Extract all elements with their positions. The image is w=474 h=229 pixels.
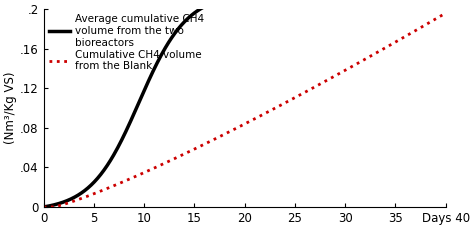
Cumulative CH4 volume
from the Blank [41, 206, 46, 208]
Cumulative CH4 volume
from the Blank [258, 114, 264, 117]
Cumulative CH4 volume
from the Blank [370, 53, 376, 56]
Line: Average cumulative CH4
volume from the two
bioreactors: Average cumulative CH4 volume from the t… [44, 0, 446, 207]
Average cumulative CH4
volume from the two
bioreactors [41, 206, 46, 208]
Cumulative CH4 volume
from the Blank [280, 103, 286, 105]
Line: Cumulative CH4 volume
from the Blank: Cumulative CH4 volume from the Blank [44, 13, 446, 207]
Y-axis label: (Nm³/Kg VS): (Nm³/Kg VS) [4, 72, 17, 144]
Legend: Average cumulative CH4
volume from the two
bioreactors, Cumulative CH4 volume
fr: Average cumulative CH4 volume from the t… [46, 12, 206, 73]
Cumulative CH4 volume
from the Blank [234, 126, 240, 129]
Cumulative CH4 volume
from the Blank [232, 128, 237, 131]
Cumulative CH4 volume
from the Blank [443, 12, 448, 14]
Cumulative CH4 volume
from the Blank [433, 17, 439, 20]
